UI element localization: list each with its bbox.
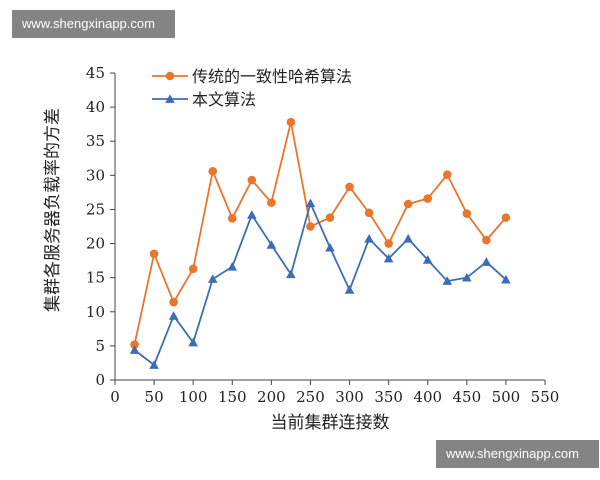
x-tick-label: 550	[531, 388, 560, 406]
x-tick-label: 350	[374, 388, 403, 406]
data-point	[149, 249, 159, 259]
data-point	[403, 233, 413, 243]
x-tick-label: 250	[296, 388, 325, 406]
watermark-bottom: www.shengxinapp.com	[436, 440, 599, 468]
x-tick-label: 0	[110, 388, 120, 406]
data-point	[286, 117, 296, 127]
x-tick-label: 100	[179, 388, 208, 406]
data-point	[208, 166, 218, 176]
y-axis-label: 集群各服务器负载率的方差	[43, 108, 63, 312]
y-tick-label: 25	[86, 200, 105, 218]
data-point	[345, 182, 354, 192]
data-point	[168, 311, 179, 320]
data-point	[325, 213, 335, 222]
data-point	[188, 337, 198, 347]
data-point	[207, 274, 218, 283]
data-point	[442, 276, 453, 285]
data-point	[188, 264, 198, 274]
data-point	[149, 360, 159, 369]
data-point	[501, 213, 511, 222]
data-point	[462, 272, 472, 282]
data-point	[403, 199, 413, 209]
x-tick-label: 200	[257, 388, 286, 406]
data-point	[227, 214, 237, 223]
y-tick-label: 10	[86, 303, 105, 321]
data-point	[129, 345, 140, 354]
data-point	[383, 253, 394, 263]
series-line	[133, 121, 507, 345]
x-axis-label: 当前集群连接数	[271, 413, 390, 433]
x-tick-label: 150	[218, 388, 247, 406]
series-1	[130, 117, 511, 349]
data-point	[130, 340, 139, 349]
y-tick-label: 30	[86, 166, 105, 184]
series-2	[129, 198, 511, 369]
legend-label: 传统的一致性哈希算法	[192, 67, 352, 86]
data-point	[267, 198, 276, 207]
y-tick-label: 0	[95, 371, 105, 389]
data-point	[305, 198, 316, 208]
watermark-top: www.shengxinapp.com	[12, 10, 175, 38]
data-point	[306, 222, 315, 231]
data-point	[422, 255, 433, 264]
y-tick-label: 35	[86, 132, 105, 150]
y-tick-label: 5	[95, 337, 105, 355]
legend-marker	[165, 94, 175, 103]
data-point	[364, 208, 374, 218]
data-point	[344, 285, 355, 294]
y-tick-label: 45	[86, 64, 105, 82]
data-point	[442, 170, 452, 179]
data-point	[384, 239, 393, 248]
x-tick-label: 400	[413, 388, 442, 406]
series-line	[133, 200, 507, 367]
data-point	[482, 235, 491, 245]
data-point	[423, 194, 433, 203]
x-tick-label: 450	[452, 388, 481, 406]
data-point	[501, 274, 511, 284]
legend-item-1: 传统的一致性哈希算法	[152, 67, 352, 86]
data-point	[325, 242, 335, 252]
legend-label: 本文算法	[192, 90, 256, 109]
data-point	[266, 240, 277, 249]
legend-item-2: 本文算法	[152, 90, 256, 109]
data-point	[286, 269, 296, 279]
x-tick-label: 300	[335, 388, 364, 406]
data-point	[364, 233, 374, 243]
x-tick-label: 500	[492, 388, 521, 406]
data-point	[247, 175, 257, 185]
data-point	[169, 297, 178, 307]
x-tick-label: 50	[145, 388, 164, 406]
data-point	[227, 261, 238, 271]
chart-series	[129, 117, 511, 369]
y-tick-label: 15	[86, 269, 105, 287]
data-point	[481, 257, 492, 266]
y-tick-label: 20	[86, 235, 105, 253]
y-tick-label: 40	[86, 98, 105, 116]
data-point	[247, 210, 257, 219]
data-point	[462, 209, 472, 218]
legend-marker	[165, 71, 175, 81]
